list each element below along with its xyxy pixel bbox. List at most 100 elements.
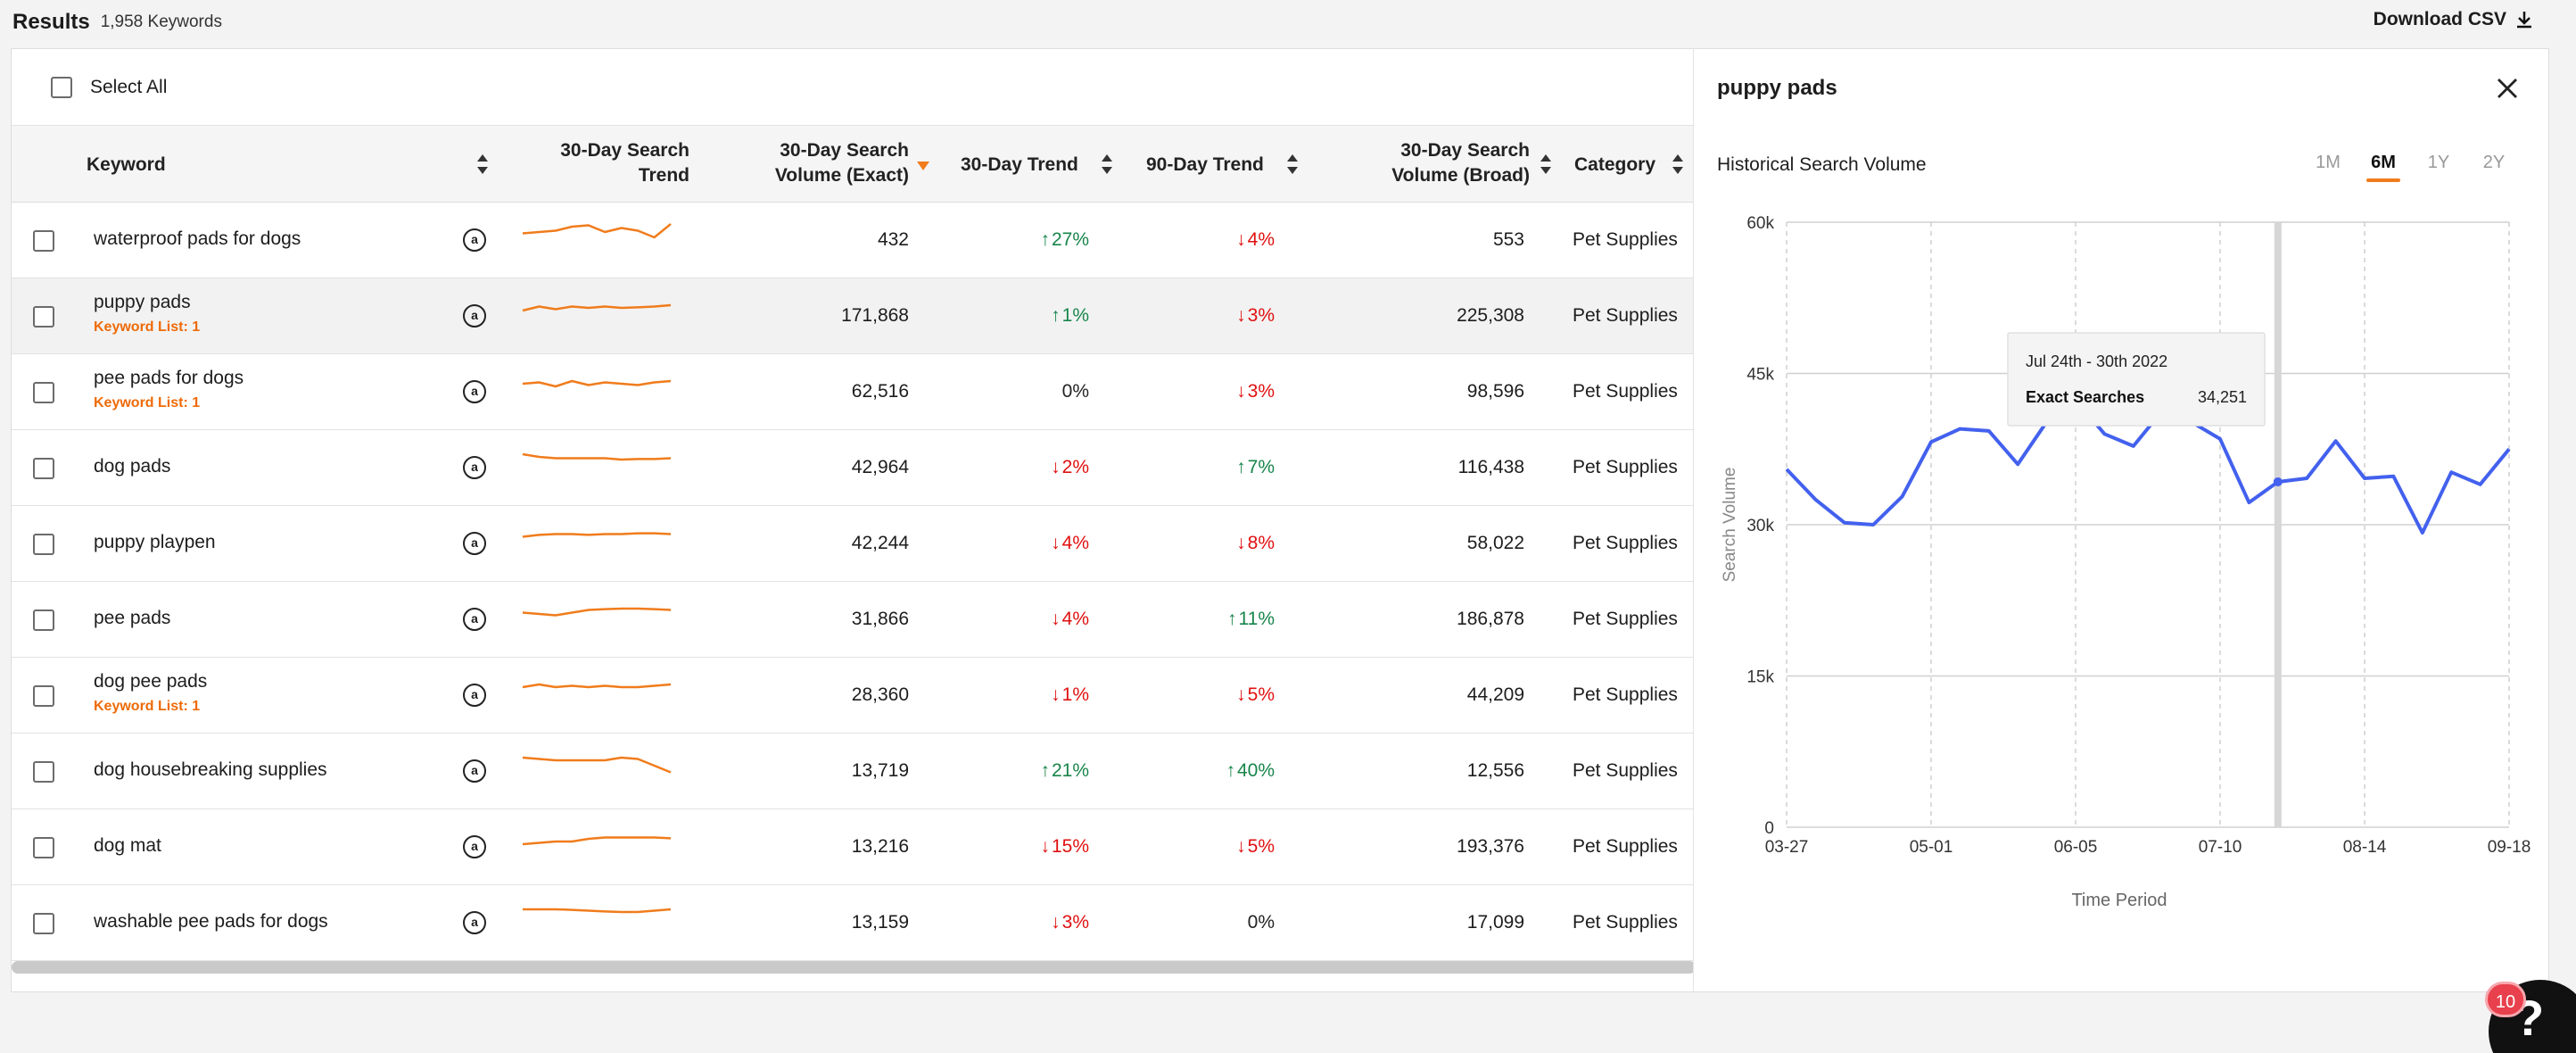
sparkline-line [522,607,672,617]
amazon-icon[interactable]: a [463,304,486,328]
table-row[interactable]: puppy pads Keyword List: 1 a 171,868 ↑1%… [12,278,1694,354]
download-csv-button[interactable]: Download CSV [2374,9,2535,30]
amazon-icon[interactable]: a [463,759,486,783]
keyword-cell[interactable]: dog pee pads Keyword List: 1 [94,670,207,718]
amazon-icon[interactable]: a [463,835,486,858]
column-header-search-trend[interactable]: 30-Day Search Trend [531,138,689,188]
sort-icon[interactable] [477,154,488,174]
row-checkbox[interactable] [33,306,54,328]
keyword-cell[interactable]: pee pads for dogs Keyword List: 1 [94,367,244,415]
trend-90-cell: ↓3% [1127,380,1275,403]
amazon-icon[interactable]: a [463,456,486,479]
column-header-category[interactable]: Category [1574,154,1656,175]
range-tab-1y[interactable]: 1Y [2427,153,2450,172]
volume-broad-cell: 193,376 [1457,836,1524,857]
table-row[interactable]: pee pads for dogs Keyword List: 1 a 62,5… [12,354,1694,430]
amazon-icon[interactable]: a [463,532,486,555]
keyword-text: dog mat [94,835,161,856]
table-row[interactable]: dog pads a 42,964 ↓2% ↑7% 116,438 Pet Su… [12,430,1694,506]
trend-arrow-icon: ↑ [1227,609,1237,629]
row-checkbox[interactable] [33,382,54,403]
download-icon [2517,12,2531,29]
historical-volume-title: Historical Search Volume [1717,154,1927,175]
amazon-icon[interactable]: a [463,608,486,631]
column-header-30-day-trend[interactable]: 30-Day Trend [961,154,1078,175]
keyword-list-tag[interactable]: Keyword List: 1 [94,699,201,714]
keyword-table: Select All Keyword 30-Day Search Trend 3… [11,48,1695,992]
range-tab-1m[interactable]: 1M [2316,153,2341,172]
category-cell: Pet Supplies [1573,836,1678,857]
table-row[interactable]: dog pee pads Keyword List: 1 a 28,360 ↓1… [12,658,1694,734]
table-row[interactable]: puppy playpen a 42,244 ↓4% ↓8% 58,022 Pe… [12,506,1694,582]
row-checkbox[interactable] [33,534,54,555]
keyword-cell[interactable]: dog mat [94,834,161,858]
keyword-cell[interactable]: pee pads [94,607,170,630]
keyword-cell[interactable]: puppy pads Keyword List: 1 [94,291,200,339]
range-tab-6m[interactable]: 6M [2356,153,2411,182]
amazon-icon[interactable]: a [463,684,486,707]
volume-broad-cell: 225,308 [1457,305,1524,326]
tooltip-label: Exact Searches [2026,388,2144,406]
trend-arrow-icon: ↓ [1236,533,1246,553]
row-checkbox[interactable] [33,761,54,783]
volume-broad-cell: 553 [1492,229,1524,250]
trend-90-cell: ↓5% [1127,835,1275,858]
table-row[interactable]: pee pads a 31,866 ↓4% ↑11% 186,878 Pet S… [12,582,1694,658]
volume-exact-cell: 28,360 [851,684,909,705]
keyword-list-tag[interactable]: Keyword List: 1 [94,319,201,335]
keyword-text: dog housebreaking supplies [94,759,327,780]
amazon-icon[interactable]: a [463,228,486,252]
select-all-checkbox[interactable] [51,76,72,98]
sparkline-chart [522,756,672,774]
row-checkbox[interactable] [33,685,54,707]
y-tick-label: 30k [1746,517,1774,535]
sort-desc-icon[interactable] [917,162,929,170]
row-checkbox[interactable] [33,913,54,934]
table-row[interactable]: dog mat a 13,216 ↓15% ↓5% 193,376 Pet Su… [12,809,1694,885]
amazon-icon[interactable]: a [463,380,486,403]
trend-30-cell: ↑21% [939,759,1089,783]
x-tick-label: 09-18 [2488,838,2531,857]
row-checkbox[interactable] [33,609,54,631]
keyword-cell[interactable]: dog housebreaking supplies [94,759,327,782]
volume-exact-cell: 13,216 [851,836,909,857]
table-row[interactable]: dog housebreaking supplies a 13,719 ↑21%… [12,734,1694,809]
trend-90-cell: ↑11% [1127,608,1275,631]
keyword-cell[interactable]: waterproof pads for dogs [94,228,301,251]
amazon-icon[interactable]: a [463,911,486,934]
trend-90-value: 40% [1236,760,1275,781]
column-header-keyword[interactable]: Keyword [87,154,166,175]
column-header-90-day-trend[interactable]: 90-Day Trend [1146,154,1264,175]
keyword-cell[interactable]: dog pads [94,455,170,478]
volume-exact-cell: 42,244 [851,533,909,553]
trend-arrow-icon: ↓ [1051,684,1061,705]
trend-arrow-icon: ↓ [1051,457,1061,477]
row-checkbox[interactable] [33,230,54,252]
close-icon[interactable] [2495,76,2520,101]
sort-icon[interactable] [1672,154,1683,174]
table-row[interactable]: waterproof pads for dogs a 432 ↑27% ↓4% … [12,203,1694,278]
category-cell: Pet Supplies [1573,760,1678,781]
trend-30-cell: ↓4% [939,608,1089,631]
sort-icon[interactable] [1287,154,1298,174]
range-tab-2y[interactable]: 2Y [2482,153,2506,172]
trend-30-value: 3% [1061,912,1089,933]
trend-30-cell: ↓3% [939,911,1089,934]
keyword-cell[interactable]: washable pee pads for dogs [94,910,328,933]
row-checkbox[interactable] [33,837,54,858]
volume-broad-cell: 116,438 [1457,457,1524,477]
keyword-detail-panel: puppy pads Historical Search Volume 1M 6… [1693,48,2549,992]
sort-icon[interactable] [1102,154,1112,174]
column-header-volume-broad[interactable]: 30-Day Search Volume (Broad) [1341,138,1530,188]
trend-arrow-icon: ↓ [1236,381,1246,402]
column-header-volume-exact[interactable]: 30-Day Search Volume (Exact) [725,138,909,188]
row-checkbox[interactable] [33,458,54,479]
trend-90-value: 7% [1247,457,1275,477]
sort-icon[interactable] [1540,154,1551,174]
keyword-list-tag[interactable]: Keyword List: 1 [94,395,201,410]
trend-90-value: 4% [1247,229,1275,250]
horizontal-scrollbar[interactable] [12,961,1694,974]
tooltip-value: 34,251 [2198,388,2247,406]
table-row[interactable]: washable pee pads for dogs a 13,159 ↓3% … [12,885,1694,961]
keyword-cell[interactable]: puppy playpen [94,531,216,554]
